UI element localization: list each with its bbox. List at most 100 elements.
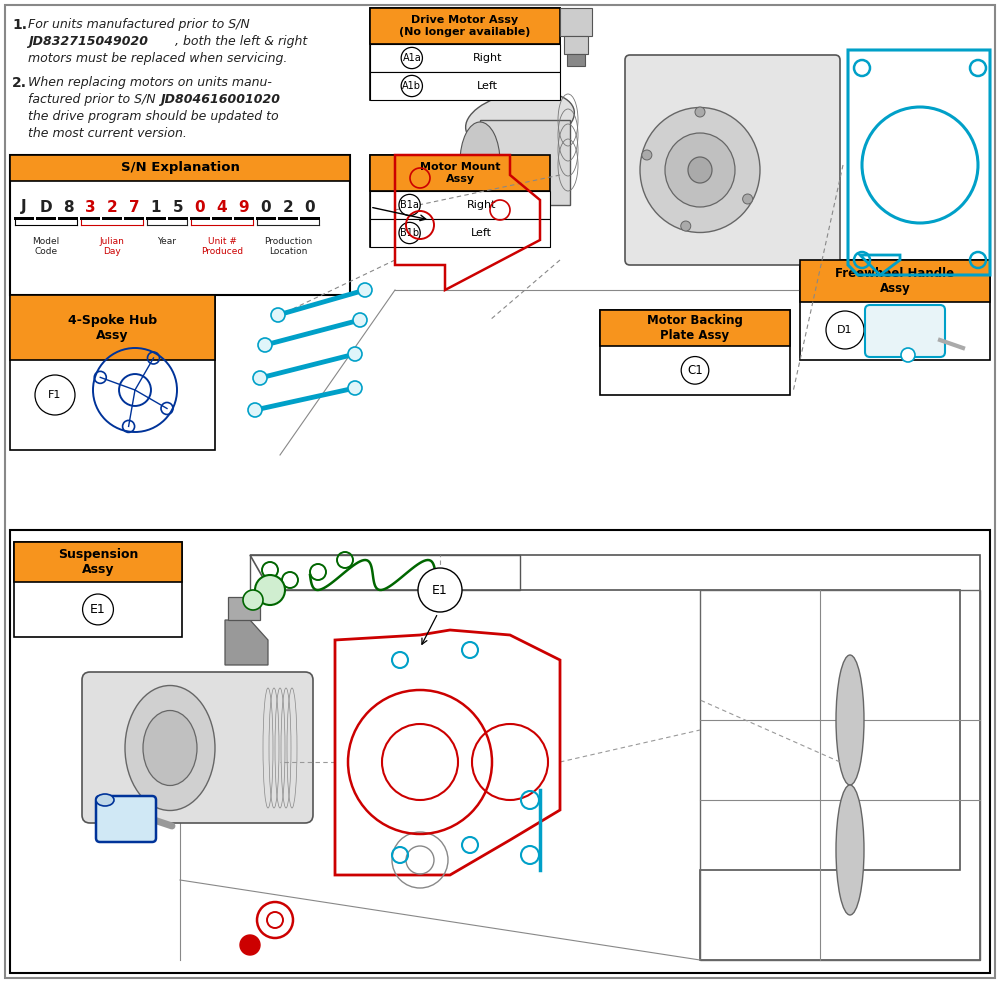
Bar <box>300 217 320 220</box>
Text: D1: D1 <box>837 325 853 335</box>
Text: For units manufactured prior to S/N: For units manufactured prior to S/N <box>28 18 250 31</box>
Circle shape <box>353 313 367 327</box>
Circle shape <box>901 348 915 362</box>
Circle shape <box>348 381 362 395</box>
Ellipse shape <box>836 655 864 785</box>
Circle shape <box>243 590 263 610</box>
Circle shape <box>399 195 420 215</box>
Text: J: J <box>21 200 27 214</box>
Bar <box>278 217 298 220</box>
Text: 2: 2 <box>283 200 293 214</box>
Circle shape <box>826 311 864 349</box>
Text: S/N Explanation: S/N Explanation <box>121 161 239 175</box>
Bar <box>567 54 585 66</box>
Bar <box>146 217 166 220</box>
Text: Right: Right <box>467 200 496 210</box>
Text: Motor Mount
Assy: Motor Mount Assy <box>420 162 500 184</box>
Bar <box>800 260 990 302</box>
Ellipse shape <box>836 785 864 915</box>
Circle shape <box>348 347 362 361</box>
Bar <box>58 217 78 220</box>
Text: factured prior to S/N: factured prior to S/N <box>28 93 160 106</box>
Text: 9: 9 <box>239 200 249 214</box>
Circle shape <box>681 221 691 231</box>
Text: 0: 0 <box>305 200 315 214</box>
Text: 1: 1 <box>151 200 161 214</box>
Circle shape <box>253 371 267 385</box>
Circle shape <box>35 375 75 415</box>
Text: C1: C1 <box>687 364 703 376</box>
Ellipse shape <box>125 685 215 811</box>
Circle shape <box>248 403 262 417</box>
Bar <box>14 542 182 637</box>
Text: Production
Location: Production Location <box>264 237 312 257</box>
Text: E1: E1 <box>90 603 106 616</box>
Text: the most current version.: the most current version. <box>28 127 187 140</box>
Bar <box>370 191 550 219</box>
Text: Julian
Day: Julian Day <box>100 237 124 257</box>
Ellipse shape <box>460 122 500 202</box>
Text: 3: 3 <box>85 200 95 214</box>
Circle shape <box>240 935 260 955</box>
FancyBboxPatch shape <box>96 796 156 842</box>
Bar <box>10 155 350 181</box>
Circle shape <box>681 357 709 384</box>
Text: JD832715049020: JD832715049020 <box>28 35 148 48</box>
Text: 4: 4 <box>217 200 227 214</box>
Text: 0: 0 <box>261 200 271 214</box>
Bar <box>564 36 588 54</box>
Bar <box>80 217 100 220</box>
Circle shape <box>358 283 372 297</box>
Ellipse shape <box>143 711 197 785</box>
Text: 0: 0 <box>195 200 205 214</box>
FancyBboxPatch shape <box>625 55 840 265</box>
Bar <box>10 155 350 295</box>
Text: 5: 5 <box>173 200 183 214</box>
Text: Left: Left <box>471 228 492 238</box>
Bar <box>124 217 144 220</box>
Bar <box>190 217 210 220</box>
Circle shape <box>399 222 420 244</box>
Text: A1b: A1b <box>402 81 421 91</box>
Bar <box>102 217 122 220</box>
Bar <box>600 310 790 346</box>
Bar <box>560 8 592 36</box>
Circle shape <box>401 76 422 96</box>
Ellipse shape <box>96 794 114 806</box>
Circle shape <box>642 150 652 160</box>
Bar <box>370 8 560 44</box>
Text: Model
Code: Model Code <box>32 237 60 257</box>
Text: 2: 2 <box>107 200 117 214</box>
Bar <box>480 120 570 205</box>
Circle shape <box>255 575 285 605</box>
Text: B1a: B1a <box>400 200 419 210</box>
Text: the drive program should be updated to: the drive program should be updated to <box>28 110 279 123</box>
Circle shape <box>401 47 422 69</box>
Bar <box>168 217 188 220</box>
Text: Suspension
Assy: Suspension Assy <box>58 548 138 576</box>
Text: When replacing motors on units manu-: When replacing motors on units manu- <box>28 76 272 89</box>
Circle shape <box>271 308 285 322</box>
Bar <box>370 219 550 247</box>
Text: Left: Left <box>477 81 498 91</box>
Bar <box>10 295 215 360</box>
Text: motors must be replaced when servicing.: motors must be replaced when servicing. <box>28 52 287 65</box>
Bar <box>14 217 34 220</box>
Text: Drive Motor Assy
(No longer available): Drive Motor Assy (No longer available) <box>399 16 531 36</box>
Bar <box>212 217 232 220</box>
Bar <box>234 217 254 220</box>
Bar <box>36 217 56 220</box>
Circle shape <box>695 107 705 117</box>
Text: Unit #
Produced: Unit # Produced <box>201 237 243 257</box>
Polygon shape <box>228 597 260 620</box>
Text: Right: Right <box>473 53 503 63</box>
Bar <box>370 44 560 72</box>
Text: 4-Spoke Hub
Assy: 4-Spoke Hub Assy <box>68 314 157 341</box>
Bar <box>14 542 182 582</box>
Text: 8: 8 <box>63 200 73 214</box>
Ellipse shape <box>688 157 712 183</box>
FancyBboxPatch shape <box>865 305 945 357</box>
Circle shape <box>83 594 113 625</box>
Ellipse shape <box>640 107 760 233</box>
Text: 1.: 1. <box>12 18 27 32</box>
